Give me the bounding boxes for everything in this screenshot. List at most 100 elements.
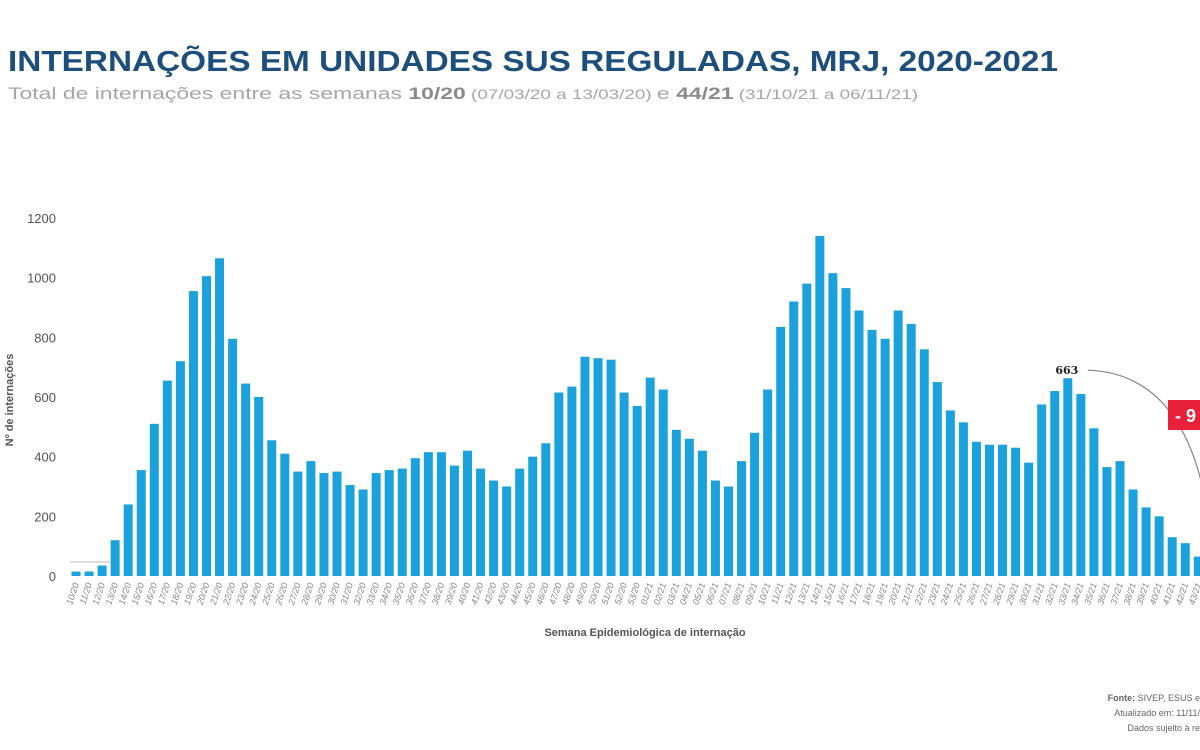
bar-20-21 xyxy=(893,310,903,576)
bar-35-20 xyxy=(397,468,407,576)
bar-52-20 xyxy=(619,392,629,576)
bar-23-20 xyxy=(241,383,251,576)
bar-27-21 xyxy=(985,444,994,576)
bar-18-21 xyxy=(867,329,877,576)
bar-30-21 xyxy=(1024,462,1034,576)
bar-16-20 xyxy=(149,423,159,576)
bar-11-21 xyxy=(776,326,786,576)
bar-51-20 xyxy=(606,359,616,576)
bar-15-20 xyxy=(136,470,146,576)
y-axis-ticks: 0 200 400 600 800 1000 1200 xyxy=(27,211,56,584)
bar-37-20 xyxy=(423,452,433,576)
bar-28-20 xyxy=(306,461,316,576)
bar-16-21 xyxy=(841,288,851,576)
subtitle-week-end: 44/21 xyxy=(676,84,733,103)
bar-43-20 xyxy=(502,486,512,576)
bar-05-21 xyxy=(697,450,707,576)
bar-19-20 xyxy=(188,291,198,576)
bar-15-21 xyxy=(828,273,838,576)
bar-40-20 xyxy=(463,450,472,576)
bar-33-21 xyxy=(1063,378,1073,576)
annotation-curve xyxy=(1087,369,1200,480)
bar-34-21 xyxy=(1076,394,1086,576)
bar-13-20 xyxy=(110,540,120,576)
bar-02-21 xyxy=(658,389,668,576)
y-tick-label: 1000 xyxy=(27,271,56,286)
annotations: 663 - 9 xyxy=(1055,364,1200,480)
bar-17-21 xyxy=(854,310,864,576)
bar-42-20 xyxy=(489,480,499,576)
y-tick-label: 400 xyxy=(34,450,56,465)
y-tick-label: 1200 xyxy=(27,211,56,226)
bar-53-20 xyxy=(632,405,642,576)
disclaimer-text: Dados sujeito à re xyxy=(1127,723,1200,733)
bar-28-21 xyxy=(998,444,1008,576)
bar-14-20 xyxy=(123,504,133,576)
bar-14-21 xyxy=(815,235,825,576)
source-text: SIVEP, ESUS e xyxy=(1135,693,1200,703)
bar-39-20 xyxy=(449,465,459,576)
bar-39-21 xyxy=(1141,507,1151,576)
bar-01-21 xyxy=(645,377,655,576)
bar-20-20 xyxy=(202,276,211,576)
bar-29-21 xyxy=(1011,447,1021,576)
bar-40-21 xyxy=(1154,516,1164,576)
bar-10-20 xyxy=(71,571,81,576)
peak-annotation-label: 663 xyxy=(1055,364,1078,377)
bar-33-20 xyxy=(371,473,381,576)
bar-36-21 xyxy=(1102,467,1112,576)
svg-text:Fonte: SIVEP, ESUS e: Fonte: SIVEP, ESUS e xyxy=(1108,693,1200,703)
bar-46-20 xyxy=(541,443,551,576)
bar-36-20 xyxy=(410,458,420,576)
bar-31-21 xyxy=(1037,404,1047,576)
bar-22-21 xyxy=(919,349,929,576)
bar-11-20 xyxy=(84,571,94,576)
bar-26-20 xyxy=(280,453,290,576)
bar-50-20 xyxy=(593,358,603,576)
y-tick-label: 200 xyxy=(34,509,56,524)
bar-31-20 xyxy=(345,485,355,576)
bar-25-21 xyxy=(958,422,968,576)
bar-41-20 xyxy=(476,468,486,576)
bar-08-21 xyxy=(737,461,747,576)
bar-17-20 xyxy=(162,380,172,576)
bar-03-21 xyxy=(671,429,681,576)
chart-subtitle: Total de internações entre as semanas 10… xyxy=(8,84,918,103)
source-label: Fonte: xyxy=(1108,693,1136,703)
bar-47-20 xyxy=(554,392,564,576)
x-axis-title: Semana Epidemiológica de internação xyxy=(544,627,745,639)
bar-04-21 xyxy=(684,438,694,576)
bar-30-20 xyxy=(332,471,342,576)
bar-32-21 xyxy=(1050,391,1060,576)
bar-13-21 xyxy=(802,283,812,576)
bar-32-20 xyxy=(358,489,368,576)
bar-29-20 xyxy=(319,473,329,576)
subtitle-range-end: (31/10/21 a 06/11/21) xyxy=(734,86,918,102)
bar-45-20 xyxy=(528,456,538,576)
chart-title: INTERNAÇÕES EM UNIDADES SUS REGULADAS, M… xyxy=(8,44,1058,78)
bar-38-20 xyxy=(436,452,446,576)
updated-text: Atualizado em: 11/11/ xyxy=(1114,708,1200,718)
bar-19-21 xyxy=(880,338,890,576)
bar-38-21 xyxy=(1128,489,1138,576)
y-axis-title: Nº de internações xyxy=(4,354,16,447)
source-note: Fonte: SIVEP, ESUS e Atualizado em: 11/1… xyxy=(1108,693,1200,733)
y-tick-label: 600 xyxy=(34,390,56,405)
subtitle-prefix: Total de internações entre as semanas xyxy=(8,84,408,103)
bar-09-21 xyxy=(750,432,760,576)
bar-06-21 xyxy=(710,480,720,576)
bar-34-20 xyxy=(384,470,394,576)
x-axis-ticks: 10/2011/2012/2013/2014/2015/2016/2017/20… xyxy=(64,582,1200,607)
bar-48-20 xyxy=(567,386,577,576)
y-tick-label: 800 xyxy=(34,330,56,345)
bar-21-21 xyxy=(906,323,916,576)
bar-12-21 xyxy=(789,301,799,576)
bar-21-20 xyxy=(215,258,225,576)
change-badge xyxy=(1168,400,1200,430)
bar-18-20 xyxy=(175,361,185,576)
bar-23-21 xyxy=(932,382,942,576)
bar-24-21 xyxy=(945,410,955,576)
bar-41-21 xyxy=(1167,537,1177,576)
bar-07-21 xyxy=(724,486,733,576)
